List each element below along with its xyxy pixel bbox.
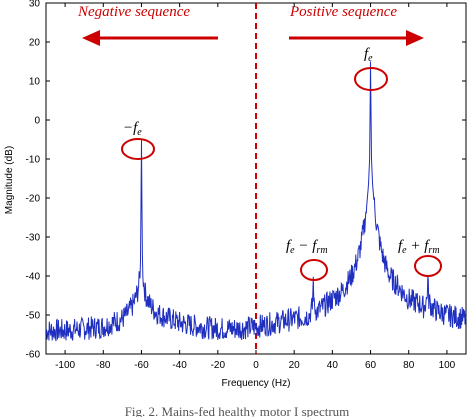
x-axis-label: Frequency (Hz): [222, 378, 291, 389]
figure-caption: Fig. 2. Mains-fed healthy motor I spectr…: [125, 404, 350, 417]
sideband-low-ellipse: [300, 259, 328, 281]
x-axis-ticks: -100 -80 -60 -40 -20 0 20 40 60 80 100: [55, 3, 456, 371]
y-tick-label: 0: [34, 116, 40, 127]
y-tick-label: -40: [26, 272, 41, 283]
y-tick-label: -30: [26, 233, 41, 244]
sideband-high-ellipse: [414, 255, 442, 277]
y-tick-label: -50: [26, 311, 41, 322]
x-tick-label: -60: [134, 360, 149, 371]
x-tick-label: -20: [211, 360, 226, 371]
y-axis-label: Magnitude (dB): [4, 146, 15, 214]
x-tick-label: 60: [365, 360, 377, 371]
spectrum-series-line: [45, 61, 467, 342]
positive-sequence-label: Positive sequence: [289, 4, 397, 20]
peak-neg-ellipse: [121, 138, 155, 160]
x-tick-label: 40: [327, 360, 339, 371]
y-tick-label: 10: [29, 77, 41, 88]
x-tick-label: -80: [96, 360, 111, 371]
negative-sequence-arrow: [82, 30, 218, 46]
x-tick-label: 20: [289, 360, 301, 371]
peak-pos-label: fe: [364, 46, 373, 64]
peak-neg-label: −fe: [123, 120, 142, 138]
y-axis-ticks: 30 20 10 0 -10 -20 -30 -40 -50 -60: [26, 0, 466, 361]
x-tick-label: 0: [253, 360, 259, 371]
y-tick-label: -20: [26, 194, 41, 205]
peak-pos-ellipse: [354, 67, 388, 91]
sideband-high-label: fe + frm: [398, 238, 440, 256]
y-tick-label: 20: [29, 38, 41, 49]
sideband-low-label: fe − frm: [286, 238, 328, 256]
x-tick-label: -100: [55, 360, 75, 371]
y-tick-label: -10: [26, 155, 41, 166]
y-tick-label: -60: [26, 350, 41, 361]
x-tick-label: 100: [439, 360, 456, 371]
x-tick-label: -40: [172, 360, 187, 371]
negative-sequence-label: Negative sequence: [77, 4, 190, 20]
positive-sequence-arrow: [289, 30, 424, 46]
x-tick-label: 80: [403, 360, 415, 371]
y-tick-label: 30: [29, 0, 41, 10]
